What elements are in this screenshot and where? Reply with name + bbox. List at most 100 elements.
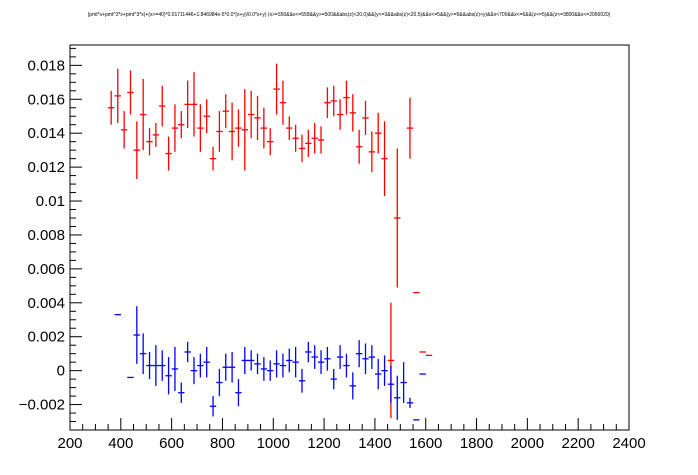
y-tick-label: 0.008 — [27, 227, 65, 244]
data-point — [336, 345, 344, 369]
data-point — [330, 368, 337, 390]
data-point — [324, 87, 331, 118]
x-tick-label: 800 — [210, 435, 235, 452]
data-point — [343, 353, 350, 378]
data-point — [292, 124, 299, 152]
y-tick-label: 0.006 — [27, 261, 65, 278]
data-point — [171, 104, 179, 152]
data-point — [140, 333, 147, 375]
x-tick-label: 2200 — [561, 435, 594, 452]
chart-title: (pmt*x+pmt^2*x+pmt^3*x)+(x>=40)*0.017114… — [88, 12, 611, 18]
x-tick-label: 1400 — [358, 435, 391, 452]
y-tick-label: 0 — [57, 363, 65, 380]
x-tick-label: 1800 — [460, 435, 493, 452]
data-point — [406, 397, 414, 408]
data-point — [387, 365, 395, 403]
data-point — [355, 340, 363, 368]
data-point — [406, 97, 414, 159]
data-point — [311, 345, 318, 369]
data-point — [311, 123, 318, 154]
data-point — [247, 350, 255, 371]
data-point — [292, 346, 299, 378]
y-tick-label: 0.018 — [27, 57, 65, 74]
data-point — [241, 89, 248, 171]
data-point — [279, 353, 287, 378]
data-point — [260, 107, 268, 149]
data-point — [394, 148, 401, 288]
data-point — [336, 99, 344, 130]
y-tick-label: 0.012 — [27, 159, 65, 176]
data-point — [107, 90, 115, 125]
data-point — [349, 94, 356, 132]
data-point — [241, 346, 248, 375]
data-point — [298, 134, 306, 163]
y-axis: −0.002 0 0.002 0.004 0.006 0.008 0.01 0.012 0.01… — [19, 47, 82, 423]
x-tick-label: 1600 — [409, 435, 442, 452]
data-point — [355, 129, 363, 164]
data-point — [190, 357, 198, 385]
data-point — [235, 379, 242, 407]
data-point — [146, 351, 153, 380]
x-tick-label: 400 — [108, 435, 133, 452]
x-tick-label: 1000 — [257, 435, 290, 452]
data-point — [343, 80, 350, 115]
data-point — [375, 112, 382, 154]
data-point — [286, 348, 293, 373]
data-point — [152, 123, 160, 147]
data-point — [267, 128, 274, 156]
data-point — [114, 68, 121, 124]
data-point — [133, 121, 141, 179]
y-tick-label: 0.014 — [27, 125, 65, 142]
data-point — [260, 357, 268, 381]
data-point — [254, 353, 261, 375]
data-point — [222, 94, 229, 129]
data-point — [305, 129, 312, 157]
plot-border — [69, 44, 630, 431]
data-point — [120, 111, 128, 149]
data-point — [254, 95, 261, 140]
x-axis: 200 400 600 800 1000 1200 1400 1600 1800 2000 2200… — [57, 418, 646, 452]
data-point — [368, 131, 376, 173]
data-point — [165, 357, 172, 395]
data-point — [203, 99, 210, 134]
x-tick-label: 1200 — [307, 435, 340, 452]
series-1 — [114, 306, 426, 421]
data-point — [216, 111, 223, 152]
data-point — [375, 358, 382, 390]
data-point — [235, 109, 242, 147]
data-point — [140, 78, 147, 151]
data-point — [159, 85, 166, 127]
x-tick-label: 200 — [57, 435, 82, 452]
y-tick-label: −0.002 — [19, 397, 65, 414]
data-point — [279, 80, 287, 125]
data-point — [394, 375, 401, 420]
data-point — [178, 382, 185, 403]
data-point — [317, 350, 325, 375]
y-tick-label: 0.01 — [36, 193, 65, 210]
data-point — [152, 345, 160, 386]
data-point — [273, 63, 280, 115]
data-point — [222, 353, 229, 381]
data-point — [381, 121, 388, 196]
data-point — [209, 146, 217, 171]
data-point — [305, 341, 312, 363]
x-tick-label: 2000 — [511, 435, 544, 452]
data-point — [146, 128, 153, 156]
data-point — [228, 351, 236, 383]
y-tick-label: 0.004 — [27, 295, 65, 312]
data-point — [273, 350, 280, 378]
data-point — [203, 346, 210, 378]
x-tick-label: 600 — [159, 435, 184, 452]
plot-frame — [69, 44, 630, 431]
data-point — [127, 70, 134, 115]
data-point — [133, 306, 141, 364]
data-point — [178, 111, 185, 139]
data-point — [190, 72, 198, 137]
data-point — [286, 116, 293, 140]
data-point — [324, 346, 331, 371]
data-point — [165, 136, 172, 171]
data-point — [247, 90, 255, 139]
data-point — [400, 362, 407, 403]
y-tick-label: 0.002 — [27, 329, 65, 346]
